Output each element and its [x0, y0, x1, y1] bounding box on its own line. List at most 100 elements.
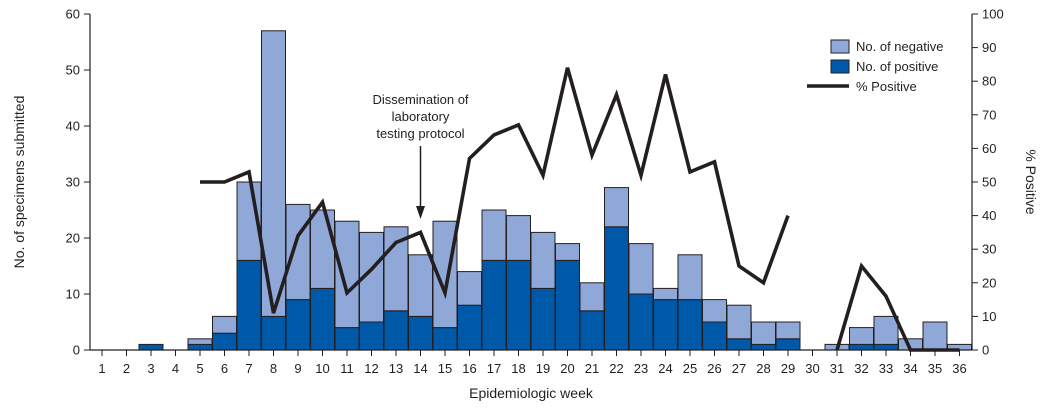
annotation-text-line-2: laboratory [392, 109, 450, 124]
x-tick-label-9: 9 [294, 361, 301, 376]
legend-label-positive: No. of positive [856, 59, 938, 74]
y2-tick-label: 20 [982, 275, 996, 290]
annotation-arrow-head [416, 206, 425, 219]
bar-positive-week-28 [751, 343, 776, 351]
bar-positive-week-27 [726, 338, 752, 351]
x-tick-label-26: 26 [707, 361, 721, 376]
bar-negative-week-5 [187, 338, 213, 345]
x-tick-label-34: 34 [903, 361, 917, 376]
x-tick-label-6: 6 [221, 361, 228, 376]
y-tick-label: 60 [66, 7, 80, 22]
y-axis-title: No. of specimens submitted [11, 96, 27, 269]
bar-negative-week-18 [506, 215, 531, 261]
bar-positive-week-9 [285, 299, 311, 351]
y-tick-label: 50 [66, 63, 80, 78]
y2-tick-label: 80 [982, 74, 996, 89]
x-tick-label-1: 1 [98, 361, 105, 376]
bar-negative-week-35 [922, 321, 948, 351]
bar-negative-week-29 [775, 321, 801, 340]
x-tick-label-11: 11 [340, 361, 354, 376]
x-tick-label-8: 8 [270, 361, 277, 376]
bar-positive-week-25 [677, 299, 703, 351]
x-tick-label-36: 36 [952, 361, 966, 376]
x-tick-label-22: 22 [609, 361, 623, 376]
y2-tick-label: 0 [982, 343, 989, 358]
x-tick-label-33: 33 [879, 361, 893, 376]
y2-axis-title: % Positive [1023, 149, 1039, 215]
x-tick-label-7: 7 [245, 361, 252, 376]
x-tick-label-27: 27 [732, 361, 746, 376]
bar-negative-week-11 [334, 220, 360, 329]
legend-label-percent-positive: % Positive [856, 79, 917, 94]
x-tick-label-4: 4 [172, 361, 179, 376]
percent-positive-line-segment-1 [200, 67, 790, 314]
legend-label-negative: No. of negative [856, 39, 943, 54]
y-tick-label: 10 [66, 287, 80, 302]
bar-positive-week-23 [628, 293, 654, 351]
bar-positive-week-20 [555, 259, 580, 351]
x-tick-label-31: 31 [830, 361, 844, 376]
bar-positive-week-8 [261, 315, 286, 351]
bar-negative-week-26 [702, 299, 727, 323]
annotation-text-line-1: Dissemination of [372, 92, 468, 107]
y2-tick-label: 100 [982, 7, 1004, 22]
y-tick-label: 0 [73, 343, 80, 358]
x-tick-label-16: 16 [462, 361, 476, 376]
x-tick-label-35: 35 [928, 361, 942, 376]
bar-negative-week-6 [212, 315, 237, 334]
bar-negative-week-17 [481, 209, 507, 261]
bar-negative-week-27 [726, 304, 752, 340]
y2-tick-label: 40 [982, 208, 996, 223]
percent-positive-line-segment-2 [835, 262, 960, 352]
x-tick-label-24: 24 [658, 361, 672, 376]
bar-negative-week-14 [408, 254, 433, 317]
x-tick-label-28: 28 [756, 361, 770, 376]
bar-negative-week-21 [579, 282, 605, 312]
bar-positive-week-32 [849, 343, 874, 351]
x-tick-label-15: 15 [438, 361, 452, 376]
bar-negative-week-10 [310, 209, 335, 289]
x-tick-label-25: 25 [683, 361, 697, 376]
bar-positive-week-14 [408, 315, 433, 351]
bar-positive-week-5 [187, 343, 213, 351]
bar-negative-week-23 [628, 243, 654, 295]
bar-positive-week-6 [212, 332, 237, 351]
x-tick-label-18: 18 [511, 361, 525, 376]
bar-positive-week-3 [138, 343, 164, 351]
y2-tick-label: 30 [982, 242, 996, 257]
x-tick-label-30: 30 [805, 361, 819, 376]
x-tick-label-10: 10 [315, 361, 329, 376]
bar-negative-week-22 [604, 187, 629, 228]
y-tick-label: 40 [66, 119, 80, 134]
x-tick-label-17: 17 [487, 361, 501, 376]
bar-positive-week-24 [653, 299, 678, 351]
y2-tick-label: 70 [982, 107, 996, 122]
bar-negative-week-9 [285, 203, 311, 301]
x-tick-label-20: 20 [560, 361, 574, 376]
bar-positive-week-10 [310, 287, 335, 351]
bar-positive-week-13 [383, 310, 409, 351]
x-tick-label-5: 5 [196, 361, 203, 376]
x-tick-label-12: 12 [364, 361, 378, 376]
x-tick-label-29: 29 [781, 361, 795, 376]
bar-positive-week-12 [359, 321, 384, 351]
x-tick-label-21: 21 [585, 361, 599, 376]
bar-positive-week-33 [873, 343, 899, 351]
y2-tick-label: 60 [982, 141, 996, 156]
bar-positive-week-16 [457, 304, 482, 351]
bar-positive-week-18 [506, 259, 531, 351]
bar-negative-week-16 [457, 271, 482, 306]
x-tick-label-3: 3 [147, 361, 154, 376]
y-tick-label: 20 [66, 231, 80, 246]
annotation-text-line-3: testing protocol [376, 126, 464, 141]
x-tick-label-13: 13 [389, 361, 403, 376]
bar-negative-week-19 [530, 231, 556, 289]
x-tick-label-14: 14 [413, 361, 427, 376]
bar-negative-week-32 [849, 327, 874, 345]
x-tick-label-23: 23 [634, 361, 648, 376]
bar-negative-week-20 [555, 243, 580, 261]
bar-negative-week-24 [653, 287, 678, 301]
bar-positive-week-7 [236, 259, 262, 351]
